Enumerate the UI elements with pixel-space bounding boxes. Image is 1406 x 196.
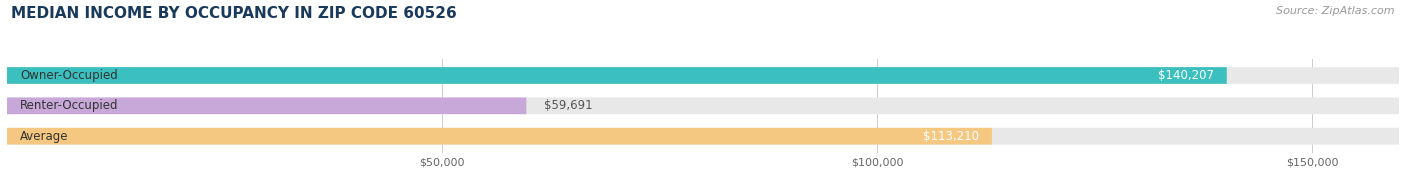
- Text: MEDIAN INCOME BY OCCUPANCY IN ZIP CODE 60526: MEDIAN INCOME BY OCCUPANCY IN ZIP CODE 6…: [11, 6, 457, 21]
- Text: Source: ZipAtlas.com: Source: ZipAtlas.com: [1277, 6, 1395, 16]
- Text: $59,691: $59,691: [544, 99, 592, 112]
- FancyBboxPatch shape: [7, 128, 1399, 144]
- Text: Owner-Occupied: Owner-Occupied: [20, 69, 118, 82]
- Text: Average: Average: [20, 130, 69, 143]
- FancyBboxPatch shape: [7, 67, 1399, 84]
- Text: $140,207: $140,207: [1157, 69, 1213, 82]
- FancyBboxPatch shape: [7, 97, 1399, 114]
- Text: Renter-Occupied: Renter-Occupied: [20, 99, 118, 112]
- Text: $113,210: $113,210: [922, 130, 979, 143]
- FancyBboxPatch shape: [7, 67, 1227, 84]
- FancyBboxPatch shape: [7, 97, 526, 114]
- FancyBboxPatch shape: [7, 128, 991, 144]
